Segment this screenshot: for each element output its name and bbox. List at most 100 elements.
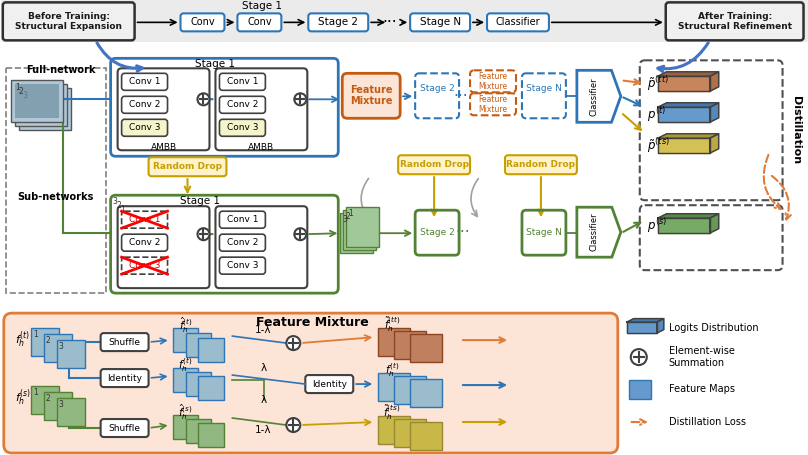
- Bar: [378, 416, 410, 444]
- Bar: [410, 422, 442, 450]
- Text: Stage 2: Stage 2: [419, 84, 454, 93]
- FancyBboxPatch shape: [410, 13, 470, 31]
- Text: Distillation Loss: Distillation Loss: [669, 417, 746, 427]
- Text: 2: 2: [46, 394, 50, 403]
- Bar: [1, 0, 807, 42]
- FancyBboxPatch shape: [238, 13, 281, 31]
- Polygon shape: [658, 72, 718, 76]
- Polygon shape: [577, 71, 621, 122]
- Text: Random Drop: Random Drop: [400, 160, 469, 169]
- Text: Conv: Conv: [190, 17, 215, 27]
- Bar: [186, 372, 212, 396]
- FancyBboxPatch shape: [220, 96, 265, 113]
- Bar: [410, 334, 442, 362]
- Polygon shape: [658, 218, 709, 233]
- Polygon shape: [658, 107, 709, 122]
- FancyBboxPatch shape: [122, 96, 167, 113]
- Text: Shuffle: Shuffle: [108, 338, 141, 347]
- Polygon shape: [658, 134, 718, 138]
- Text: Stage N: Stage N: [526, 84, 562, 93]
- Bar: [19, 88, 70, 130]
- Text: $\tilde{f}_h^{(ts)}$: $\tilde{f}_h^{(ts)}$: [384, 404, 401, 422]
- Polygon shape: [657, 318, 663, 333]
- Text: Random Drop: Random Drop: [153, 162, 222, 171]
- Bar: [394, 376, 426, 404]
- Text: 1-λ: 1-λ: [255, 325, 271, 335]
- Bar: [199, 423, 225, 447]
- Text: Conv 3: Conv 3: [227, 123, 259, 132]
- Text: Identity: Identity: [107, 374, 142, 383]
- Text: ···: ···: [383, 15, 398, 30]
- Text: Logits Distribution: Logits Distribution: [669, 323, 759, 333]
- Polygon shape: [709, 72, 718, 91]
- Text: Feature
Mixture: Feature Mixture: [478, 95, 507, 114]
- Bar: [6, 68, 106, 293]
- FancyBboxPatch shape: [220, 119, 265, 136]
- Text: Stage 2: Stage 2: [318, 17, 358, 27]
- Bar: [394, 331, 426, 359]
- Text: 3: 3: [23, 91, 27, 100]
- Bar: [44, 392, 72, 420]
- Polygon shape: [658, 214, 718, 218]
- Text: Conv 2: Conv 2: [227, 100, 258, 109]
- Bar: [343, 210, 377, 250]
- FancyBboxPatch shape: [122, 119, 167, 136]
- Bar: [31, 328, 59, 356]
- Bar: [57, 398, 85, 426]
- Text: ···: ···: [454, 89, 469, 104]
- Bar: [629, 380, 650, 399]
- FancyBboxPatch shape: [122, 234, 167, 251]
- Text: Conv: Conv: [247, 17, 271, 27]
- Text: $\hat{f}_h^{(s)}$: $\hat{f}_h^{(s)}$: [179, 402, 193, 422]
- Polygon shape: [658, 103, 718, 107]
- FancyBboxPatch shape: [398, 155, 470, 174]
- Bar: [186, 333, 212, 357]
- FancyBboxPatch shape: [666, 2, 803, 40]
- Bar: [186, 419, 212, 443]
- Text: $\tilde{p}^{(tt)}$: $\tilde{p}^{(tt)}$: [646, 74, 668, 93]
- FancyBboxPatch shape: [149, 157, 226, 176]
- Text: Classifier: Classifier: [495, 17, 541, 27]
- FancyBboxPatch shape: [343, 73, 400, 118]
- Bar: [15, 84, 67, 126]
- FancyBboxPatch shape: [220, 211, 265, 228]
- Bar: [15, 84, 59, 118]
- FancyBboxPatch shape: [180, 13, 225, 31]
- Text: Stage 1: Stage 1: [196, 59, 235, 69]
- FancyBboxPatch shape: [122, 73, 167, 90]
- Text: AMBB: AMBB: [150, 143, 177, 152]
- FancyBboxPatch shape: [220, 234, 265, 251]
- Text: Identity: Identity: [312, 379, 347, 389]
- Text: 2: 2: [46, 336, 50, 345]
- Text: 3: 3: [59, 400, 64, 409]
- FancyBboxPatch shape: [505, 155, 577, 174]
- Text: Feature Maps: Feature Maps: [669, 384, 734, 394]
- Polygon shape: [577, 207, 621, 257]
- Bar: [410, 379, 442, 407]
- FancyBboxPatch shape: [122, 211, 167, 228]
- Text: Conv 1: Conv 1: [227, 215, 259, 224]
- FancyBboxPatch shape: [220, 257, 265, 274]
- Polygon shape: [658, 138, 709, 153]
- Text: Stage N: Stage N: [419, 17, 461, 27]
- Bar: [199, 376, 225, 400]
- Polygon shape: [627, 322, 657, 333]
- Text: 2: 2: [345, 212, 350, 221]
- FancyBboxPatch shape: [309, 13, 368, 31]
- Bar: [199, 338, 225, 362]
- Text: $p^{(t)}$: $p^{(t)}$: [646, 105, 666, 124]
- Text: 1: 1: [15, 83, 19, 92]
- Text: Stage 1: Stage 1: [180, 196, 221, 206]
- Bar: [173, 328, 199, 352]
- Text: Feature
Mixture: Feature Mixture: [350, 85, 393, 106]
- Bar: [31, 386, 59, 414]
- Text: Sub-networks: Sub-networks: [18, 192, 94, 202]
- Text: Conv 1: Conv 1: [227, 77, 259, 86]
- FancyBboxPatch shape: [487, 13, 549, 31]
- Text: Element-wise
Summation: Element-wise Summation: [669, 346, 734, 368]
- Circle shape: [294, 228, 306, 240]
- Bar: [11, 81, 63, 122]
- Bar: [378, 328, 410, 356]
- Circle shape: [286, 418, 301, 432]
- Text: Random Drop: Random Drop: [507, 160, 575, 169]
